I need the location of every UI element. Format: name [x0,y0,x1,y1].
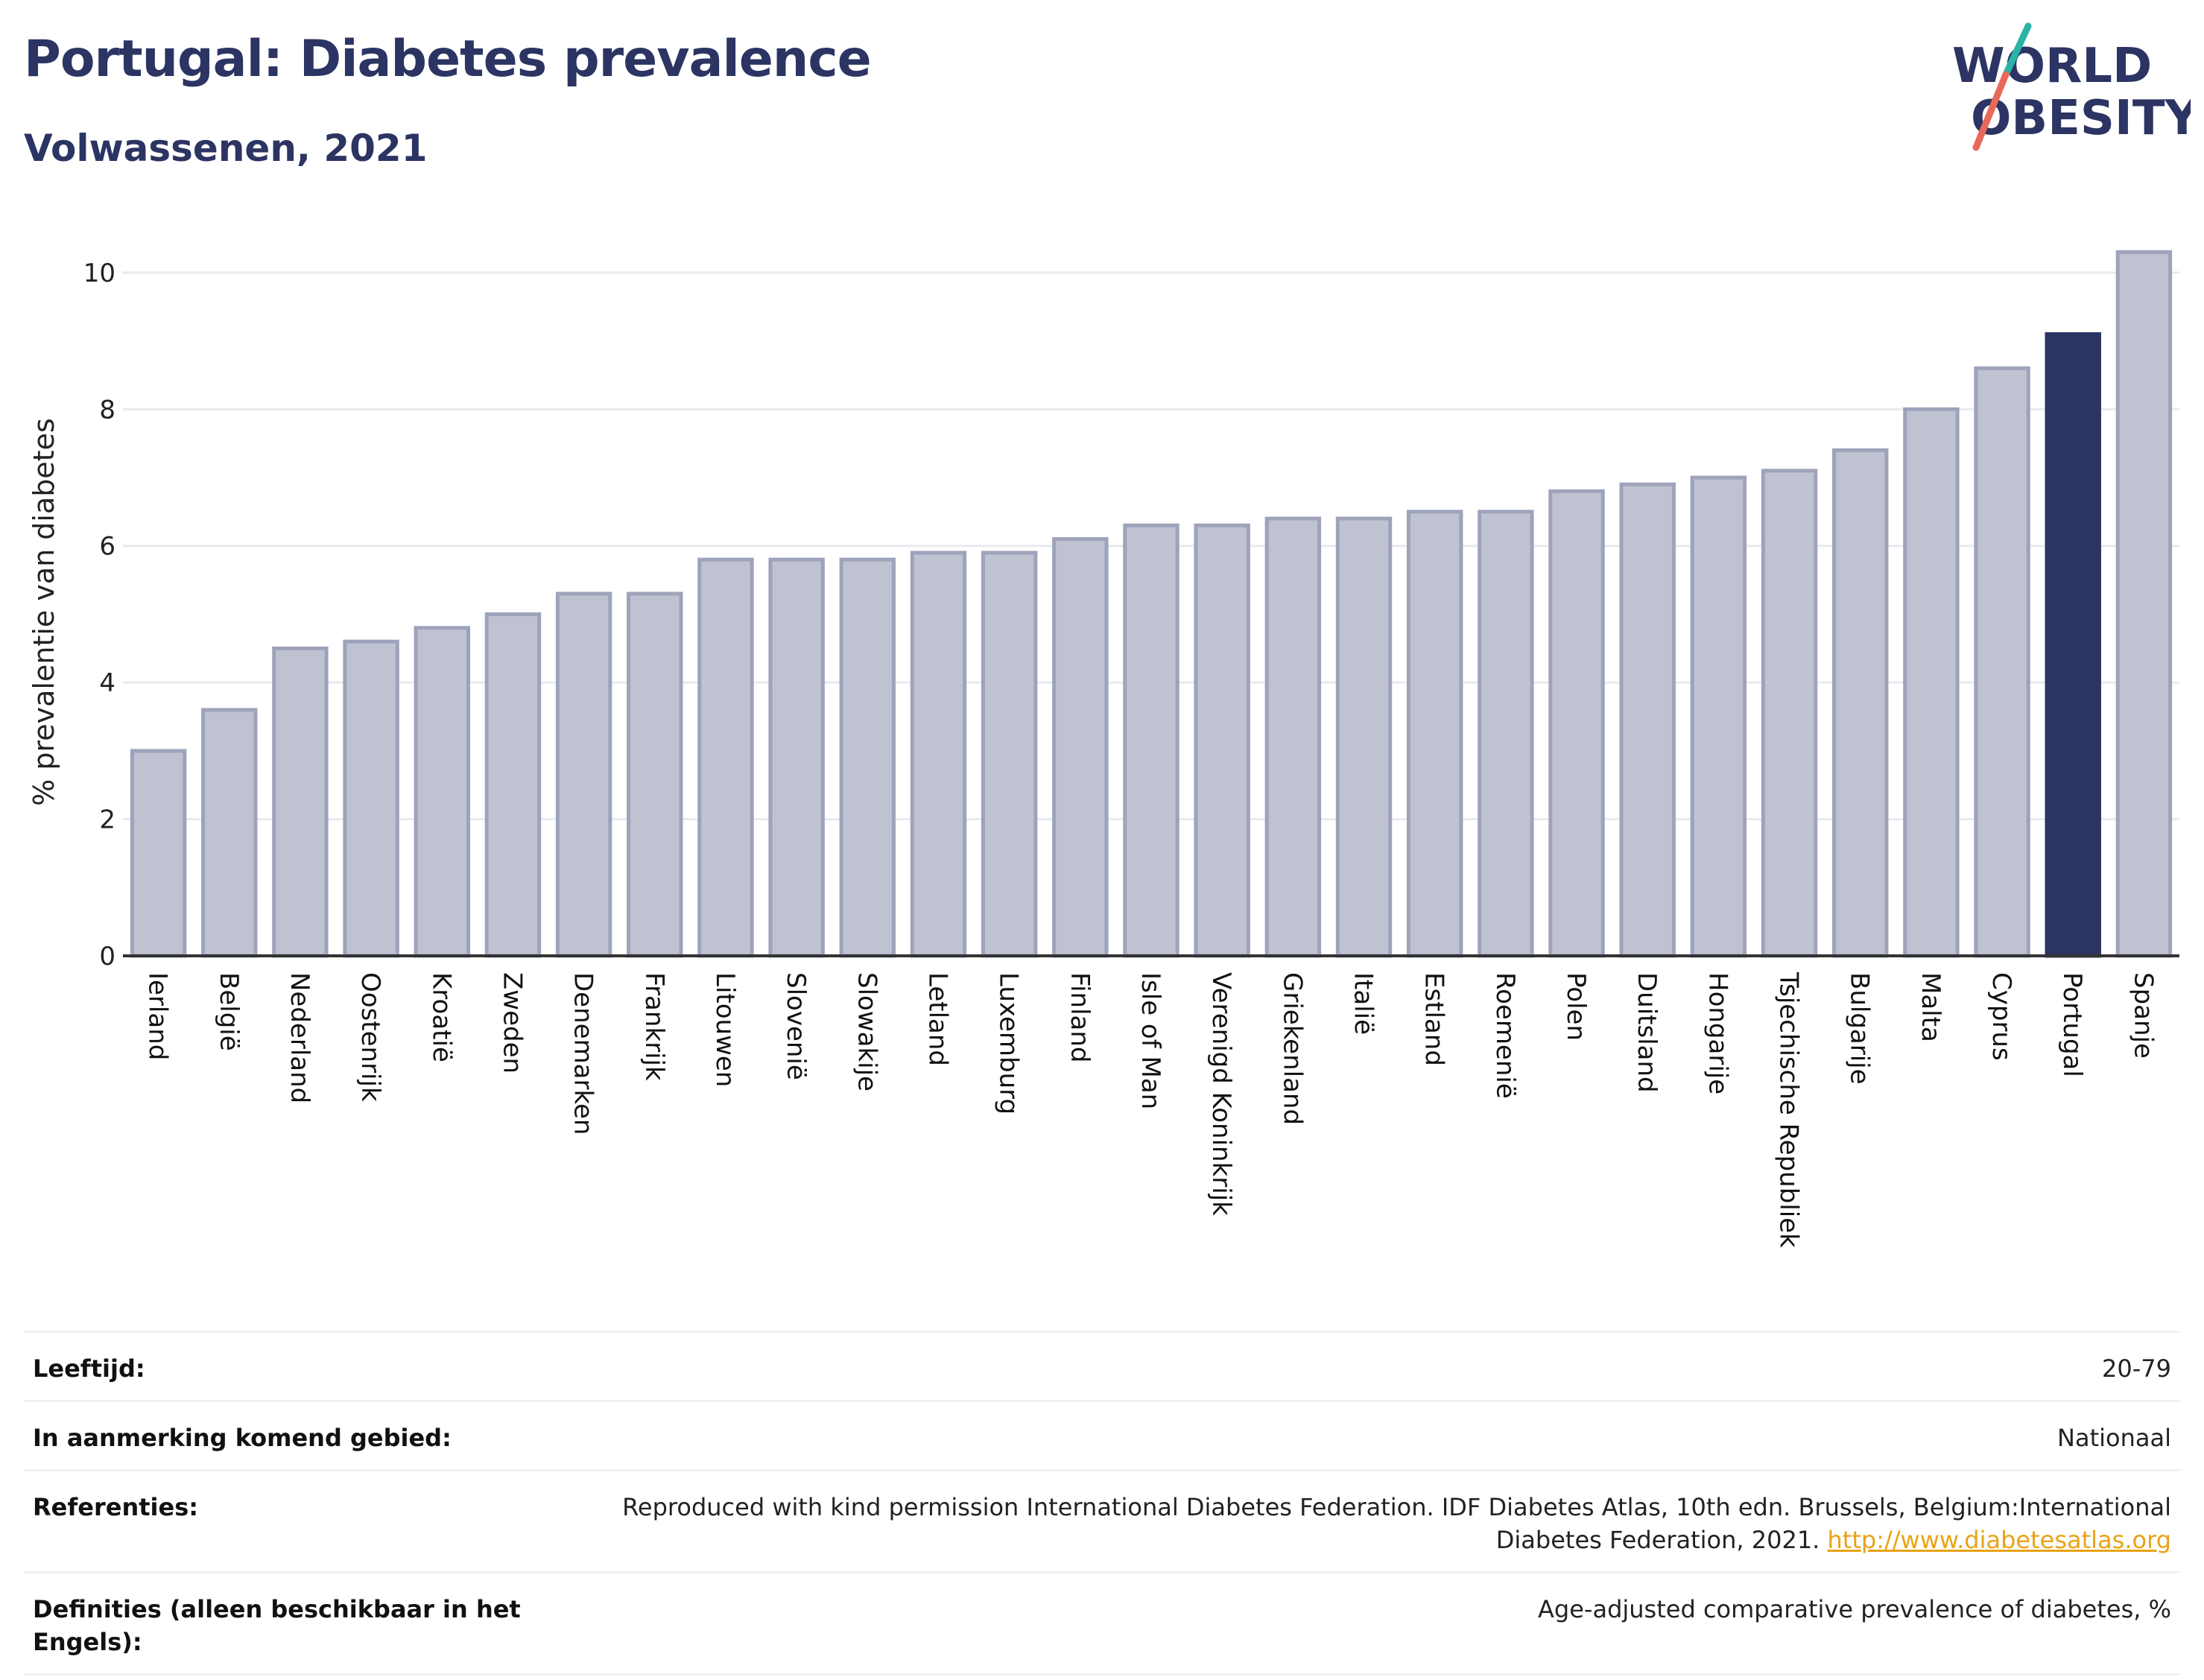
x-tick-label: Cyprus [1986,972,2016,1061]
x-tick-label: Duitsland [1632,972,1662,1093]
logo-slash-teal [2002,22,2032,78]
info-row-definitions: Definities (alleen beschikbaar in het En… [24,1571,2180,1676]
logo-line2: OBESITY [1971,91,2191,146]
x-tick-label: Oostenrijk [355,972,385,1102]
x-tick-label: Griekenland [1277,972,1307,1125]
logo-line1: WORLD [1952,39,2152,94]
page-subtitle: Volwassenen, 2021 [24,127,428,170]
x-tick-label: Kroatië [426,972,456,1062]
bar [2115,250,2173,958]
bar [1406,510,1463,958]
x-tick-label: Slovenië [781,972,811,1080]
bar [2045,332,2101,958]
bar [1123,523,1179,958]
bar-chart: 0 2 4 6 8 10 % prevalentie van diabetes Ierland… [28,250,2179,1248]
info-label: Leeftijd: [33,1354,145,1383]
x-tick-label: Roemenië [1490,972,1520,1099]
x-tick-label: Spanje [2128,972,2158,1059]
bar [910,551,967,958]
bar [1194,523,1250,958]
info-value-references: Reproduced with kind permission Internat… [547,1491,2171,1556]
logo-slash-coral [1972,71,2010,151]
info-value: Age-adjusted comparative prevalence of d… [1538,1595,2171,1623]
bar [697,557,754,958]
bar [981,551,1038,958]
x-tick-label: Litouwen [710,972,740,1087]
x-tick-label: Bulgarije [1845,972,1875,1085]
y-tick-label: 8 [99,395,115,425]
bar [1052,537,1109,958]
x-tick-label: Letland [922,972,952,1066]
bar [1903,407,1960,958]
x-tick-label: Finland [1065,972,1095,1063]
bar [343,639,399,958]
x-tick-label: Zweden [497,972,527,1074]
x-tick-label: Ierland [143,972,173,1060]
x-tick-label: Nederland [285,972,314,1103]
bar [768,557,825,958]
info-row-references: Referenties: Reproduced with kind permis… [24,1469,2180,1571]
y-tick-label: 2 [99,805,115,835]
x-tick-label: Portugal [2057,972,2087,1077]
bar [1761,469,1818,958]
bar [839,557,896,958]
bar [555,592,612,958]
x-tick-label: Verenigd Koninkrijk [1206,972,1236,1216]
bar [1619,482,1676,958]
bar [1548,489,1605,958]
world-obesity-logo: WORLD OBESITY [1952,22,2191,151]
x-tick-label: Slowakije [852,972,881,1091]
bar [130,749,187,958]
bar [272,646,329,958]
x-tick-label: Frankrijk [639,972,669,1081]
x-tick-label: Hongarije [1703,972,1732,1094]
x-tick-label: Polen [1561,972,1591,1041]
info-value: Nationaal [2057,1424,2171,1452]
page-title: Portugal: Diabetes prevalence [24,30,872,89]
bar [1832,448,1889,958]
info-label: Referenties: [33,1493,199,1521]
y-tick-label: 6 [99,532,115,562]
bar [201,708,258,958]
bar [1264,516,1322,958]
reference-link[interactable]: http://www.diabetesatlas.org [1827,1526,2171,1554]
info-label: Definities (alleen beschikbaar in het En… [33,1595,521,1656]
info-row-area: In aanmerking komend gebied: Nationaal [24,1400,2180,1469]
x-tick-label: Luxemburg [994,972,1024,1115]
bar [1335,516,1393,958]
bar [1690,475,1747,958]
info-value: 20-79 [2102,1354,2171,1383]
info-label: In aanmerking komend gebied: [33,1424,452,1452]
x-tick-label: Estland [1419,972,1449,1066]
x-tick-label: Denemarken [569,972,598,1135]
y-axis-label: % prevalentie van diabetes [28,418,60,806]
reference-text: Reproduced with kind permission Internat… [622,1493,2171,1554]
y-tick-label: 0 [99,942,115,971]
x-tick-label: Italië [1349,972,1378,1035]
info-table: Leeftijd: 20-79 In aanmerking komend geb… [24,1331,2180,1676]
x-tick-label: Isle of Man [1136,972,1165,1109]
bar [1478,510,1534,958]
bar [1974,366,2030,958]
bar [627,592,683,958]
x-tick-label: Malta [1916,972,1945,1042]
info-row-age: Leeftijd: 20-79 [24,1331,2180,1400]
bar [414,626,470,958]
bar [484,612,542,958]
y-tick-label: 10 [83,259,115,288]
y-tick-label: 4 [99,668,115,698]
x-tick-label: Tsjechische Republiek [1774,971,1804,1248]
x-tick-label: België [214,972,244,1051]
